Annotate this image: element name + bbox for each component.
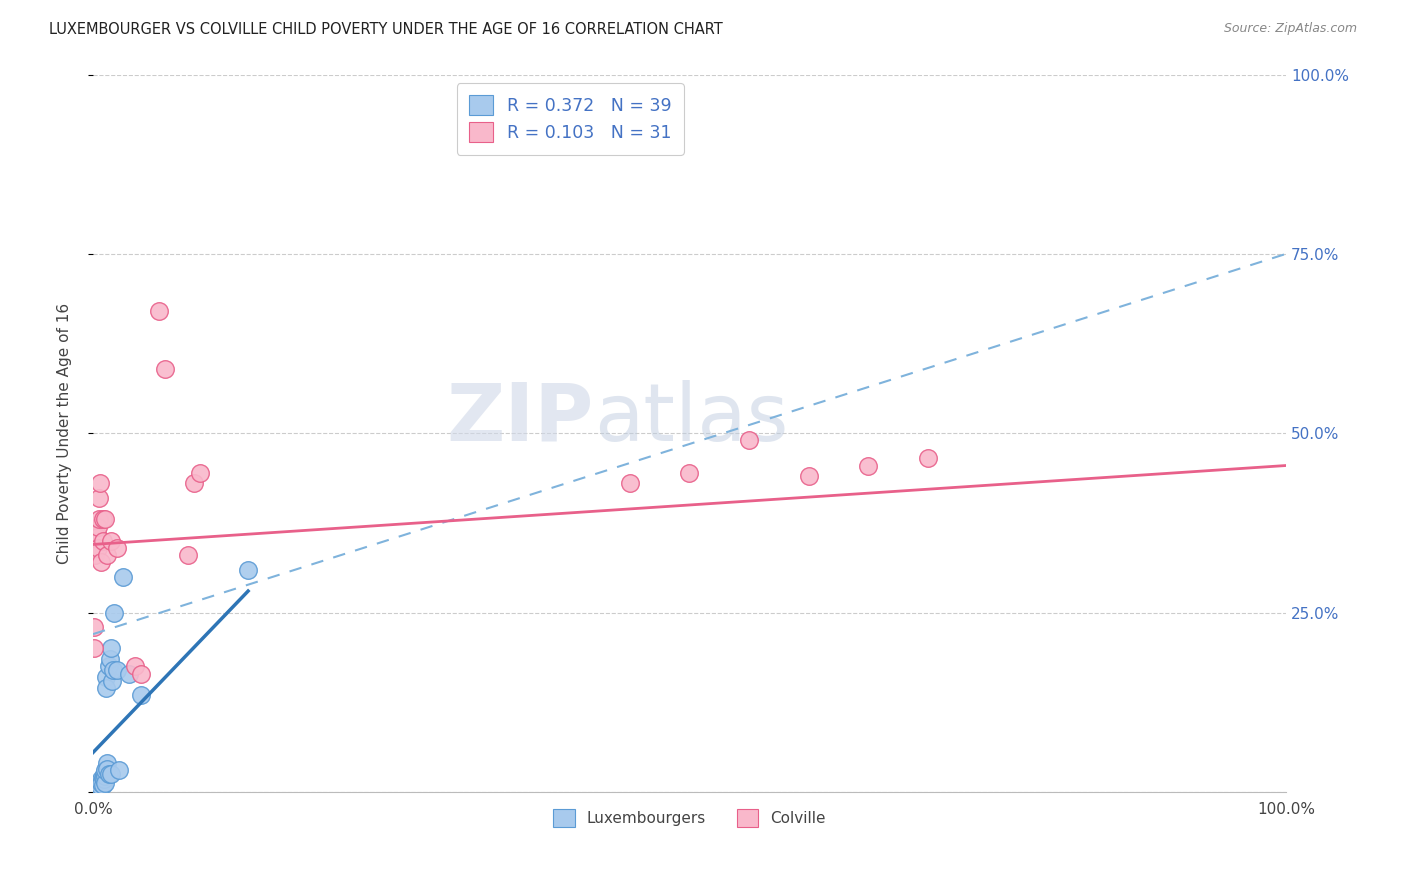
Point bbox=[84, 781, 107, 796]
Point bbox=[111, 570, 134, 584]
Point bbox=[87, 491, 110, 505]
Point bbox=[90, 555, 112, 569]
Point bbox=[87, 519, 110, 533]
Point bbox=[94, 670, 117, 684]
Point bbox=[94, 769, 117, 783]
Y-axis label: Child Poverty Under the Age of 16: Child Poverty Under the Age of 16 bbox=[58, 302, 72, 564]
Point bbox=[797, 469, 820, 483]
Point bbox=[100, 641, 122, 656]
Point bbox=[94, 764, 117, 778]
Point bbox=[89, 476, 111, 491]
Point bbox=[86, 782, 108, 797]
Point bbox=[89, 779, 111, 793]
Point bbox=[124, 659, 146, 673]
Text: ZIP: ZIP bbox=[447, 380, 595, 458]
Point bbox=[89, 776, 111, 790]
Point bbox=[619, 476, 641, 491]
Point bbox=[86, 530, 108, 544]
Point bbox=[100, 533, 122, 548]
Point bbox=[97, 659, 120, 673]
Point bbox=[96, 762, 118, 776]
Point bbox=[83, 620, 105, 634]
Point bbox=[96, 548, 118, 562]
Point bbox=[98, 652, 121, 666]
Point bbox=[100, 767, 122, 781]
Point bbox=[917, 451, 939, 466]
Point bbox=[90, 772, 112, 786]
Text: atlas: atlas bbox=[595, 380, 789, 458]
Point bbox=[105, 541, 128, 555]
Point bbox=[84, 548, 107, 562]
Point bbox=[90, 774, 112, 789]
Point bbox=[129, 666, 152, 681]
Point bbox=[236, 563, 259, 577]
Point bbox=[91, 512, 114, 526]
Point bbox=[129, 688, 152, 702]
Point bbox=[83, 641, 105, 656]
Point bbox=[93, 772, 115, 786]
Point bbox=[87, 780, 110, 795]
Point bbox=[103, 606, 125, 620]
Point bbox=[738, 434, 761, 448]
Point bbox=[87, 512, 110, 526]
Point bbox=[87, 541, 110, 555]
Point bbox=[105, 663, 128, 677]
Point bbox=[148, 304, 170, 318]
Point bbox=[177, 548, 200, 562]
Point bbox=[153, 361, 176, 376]
Point bbox=[678, 466, 700, 480]
Point bbox=[108, 764, 131, 778]
Point bbox=[94, 512, 117, 526]
Point bbox=[190, 466, 212, 480]
Point bbox=[91, 778, 114, 792]
Legend: Luxembourgers, Colville: Luxembourgers, Colville bbox=[546, 802, 834, 835]
Point bbox=[91, 533, 114, 548]
Point bbox=[89, 779, 111, 793]
Point bbox=[96, 756, 118, 771]
Point bbox=[94, 776, 117, 790]
Point bbox=[183, 476, 205, 491]
Point bbox=[87, 778, 110, 792]
Point bbox=[87, 779, 110, 793]
Point bbox=[91, 771, 114, 785]
Point bbox=[86, 781, 108, 796]
Point bbox=[118, 666, 141, 681]
Point bbox=[97, 767, 120, 781]
Point bbox=[93, 767, 115, 781]
Point bbox=[103, 663, 125, 677]
Point bbox=[87, 782, 110, 797]
Text: LUXEMBOURGER VS COLVILLE CHILD POVERTY UNDER THE AGE OF 16 CORRELATION CHART: LUXEMBOURGER VS COLVILLE CHILD POVERTY U… bbox=[49, 22, 723, 37]
Point bbox=[90, 776, 112, 790]
Point bbox=[858, 458, 880, 473]
Point bbox=[101, 673, 124, 688]
Point bbox=[86, 526, 108, 541]
Point bbox=[87, 780, 110, 794]
Point bbox=[94, 681, 117, 695]
Point bbox=[84, 541, 107, 555]
Text: Source: ZipAtlas.com: Source: ZipAtlas.com bbox=[1223, 22, 1357, 36]
